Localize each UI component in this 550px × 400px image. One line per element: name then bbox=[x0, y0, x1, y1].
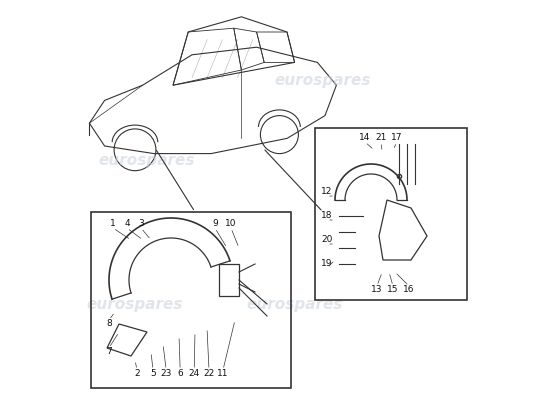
Text: 6: 6 bbox=[177, 370, 183, 378]
Text: 10: 10 bbox=[226, 220, 236, 228]
Text: 18: 18 bbox=[321, 212, 333, 220]
Text: eurospares: eurospares bbox=[87, 296, 183, 312]
Text: 8: 8 bbox=[106, 320, 112, 328]
Text: 17: 17 bbox=[391, 134, 403, 142]
Text: eurospares: eurospares bbox=[275, 72, 371, 88]
Text: 15: 15 bbox=[387, 286, 399, 294]
Text: 9: 9 bbox=[212, 220, 218, 228]
Text: 1: 1 bbox=[110, 220, 116, 228]
Text: 13: 13 bbox=[371, 286, 383, 294]
Text: 4: 4 bbox=[124, 220, 130, 228]
Text: 2: 2 bbox=[134, 370, 140, 378]
Text: 24: 24 bbox=[189, 370, 200, 378]
Text: 22: 22 bbox=[204, 370, 214, 378]
Text: 5: 5 bbox=[150, 370, 156, 378]
Text: 23: 23 bbox=[161, 370, 172, 378]
Text: eurospares: eurospares bbox=[99, 152, 195, 168]
Text: 19: 19 bbox=[321, 260, 333, 268]
Text: 3: 3 bbox=[138, 220, 144, 228]
Text: 11: 11 bbox=[217, 370, 229, 378]
Text: 14: 14 bbox=[359, 134, 371, 142]
Text: 21: 21 bbox=[375, 134, 387, 142]
Text: 12: 12 bbox=[321, 188, 333, 196]
Text: 7: 7 bbox=[106, 348, 112, 356]
Text: 20: 20 bbox=[321, 236, 333, 244]
Text: 16: 16 bbox=[403, 286, 415, 294]
Text: eurospares: eurospares bbox=[247, 296, 343, 312]
